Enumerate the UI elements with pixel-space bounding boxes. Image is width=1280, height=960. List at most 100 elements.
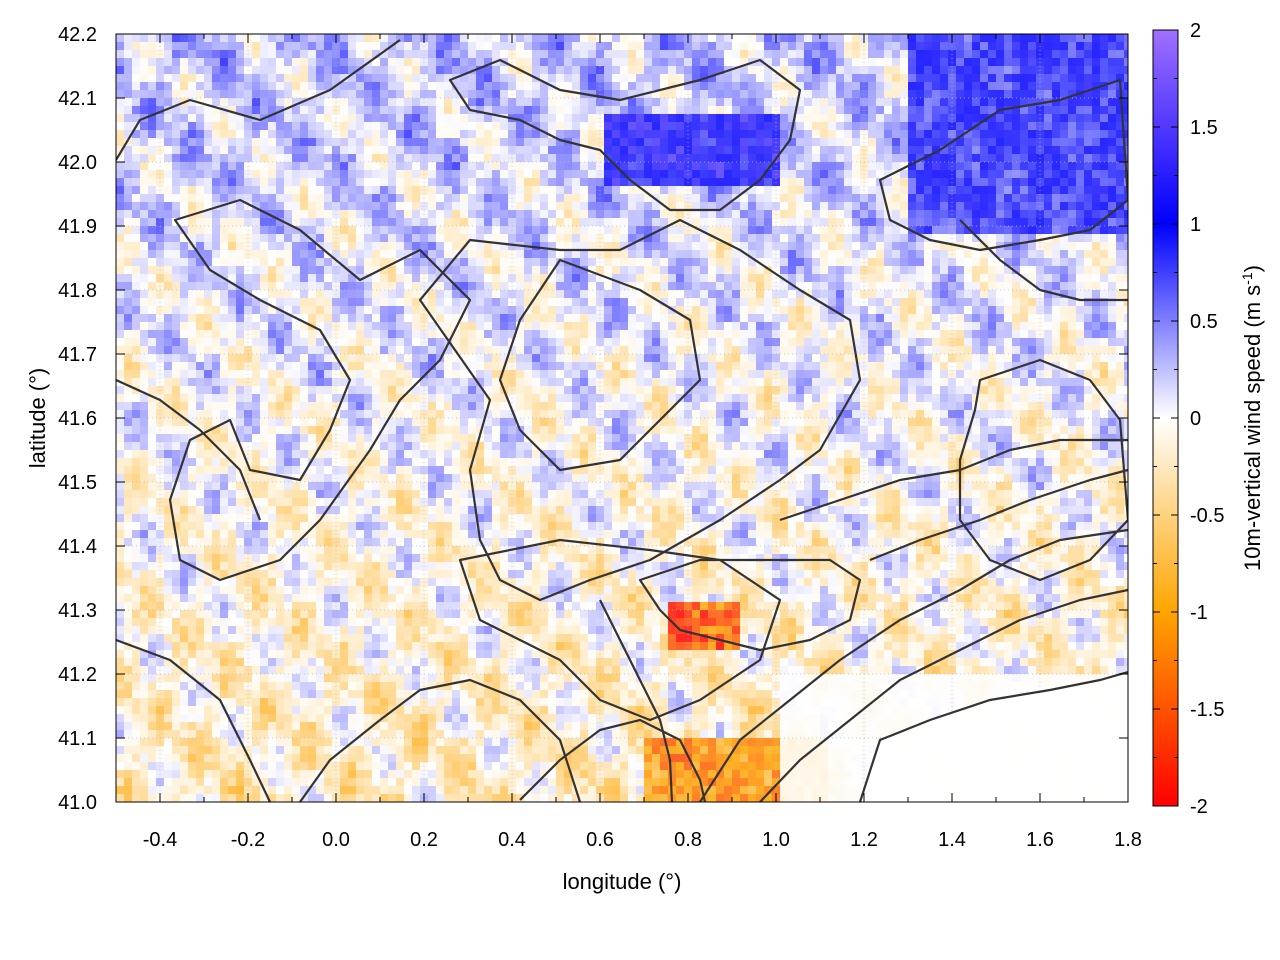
- field-cell: [900, 66, 908, 74]
- field-cell: [196, 258, 204, 266]
- field-cell: [540, 50, 548, 58]
- field-cell: [1020, 338, 1028, 346]
- field-cell: [308, 146, 316, 154]
- field-cell: [1028, 58, 1036, 66]
- field-cell: [916, 114, 924, 122]
- field-cell: [548, 250, 556, 258]
- field-cell: [356, 50, 364, 58]
- field-cell: [172, 162, 180, 170]
- field-cell: [988, 98, 996, 106]
- field-cell: [556, 306, 564, 314]
- field-cell: [876, 314, 884, 322]
- field-cell: [1060, 130, 1068, 138]
- field-cell: [1020, 202, 1028, 210]
- field-cell: [1052, 298, 1060, 306]
- field-cell: [1044, 298, 1052, 306]
- field-cell: [1108, 226, 1116, 234]
- field-cell: [844, 306, 852, 314]
- field-cell: [284, 330, 292, 338]
- field-cell: [172, 306, 180, 314]
- field-cell: [412, 266, 420, 274]
- field-cell: [468, 290, 476, 298]
- field-cell: [708, 130, 716, 138]
- field-cell: [268, 74, 276, 82]
- field-cell: [228, 322, 236, 330]
- field-cell: [1124, 258, 1128, 266]
- field-cell: [804, 186, 812, 194]
- field-cell: [636, 314, 644, 322]
- field-cell: [140, 74, 148, 82]
- field-cell: [1052, 98, 1060, 106]
- field-cell: [1060, 58, 1068, 66]
- field-cell: [460, 226, 468, 234]
- field-cell: [924, 306, 932, 314]
- field-cell: [980, 282, 988, 290]
- field-cell: [148, 338, 156, 346]
- field-cell: [940, 34, 948, 42]
- field-cell: [124, 170, 132, 178]
- field-cell: [196, 202, 204, 210]
- field-cell: [444, 122, 452, 130]
- field-cell: [572, 218, 580, 226]
- field-cell: [788, 138, 796, 146]
- field-cell: [524, 82, 532, 90]
- field-cell: [756, 82, 764, 90]
- field-cell: [812, 138, 820, 146]
- field-cell: [604, 178, 612, 186]
- field-cell: [300, 122, 308, 130]
- field-cell: [620, 242, 628, 250]
- field-cell: [540, 218, 548, 226]
- field-cell: [292, 346, 300, 354]
- field-cell: [460, 186, 468, 194]
- field-cell: [236, 226, 244, 234]
- field-cell: [140, 226, 148, 234]
- field-cell: [812, 266, 820, 274]
- field-cell: [828, 90, 836, 98]
- field-cell: [1108, 290, 1116, 298]
- field-cell: [340, 250, 348, 258]
- field-cell: [268, 266, 276, 274]
- field-cell: [276, 186, 284, 194]
- field-cell: [668, 346, 676, 354]
- field-cell: [1020, 50, 1028, 58]
- field-cell: [852, 194, 860, 202]
- field-cell: [708, 306, 716, 314]
- field-cell: [196, 226, 204, 234]
- field-cell: [636, 330, 644, 338]
- field-cell: [892, 330, 900, 338]
- field-cell: [380, 138, 388, 146]
- field-cell: [516, 90, 524, 98]
- field-cell: [796, 98, 804, 106]
- field-cell: [252, 258, 260, 266]
- field-cell: [964, 82, 972, 90]
- field-cell: [212, 306, 220, 314]
- field-cell: [252, 122, 260, 130]
- field-cell: [708, 42, 716, 50]
- field-cell: [548, 162, 556, 170]
- field-cell: [1044, 122, 1052, 130]
- field-cell: [668, 234, 676, 242]
- field-cell: [1052, 226, 1060, 234]
- field-cell: [588, 346, 596, 354]
- field-cell: [1012, 122, 1020, 130]
- field-cell: [996, 226, 1004, 234]
- field-cell: [940, 194, 948, 202]
- field-cell: [284, 210, 292, 218]
- field-cell: [588, 74, 596, 82]
- field-cell: [500, 338, 508, 346]
- field-cell: [1004, 122, 1012, 130]
- field-cell: [780, 154, 788, 162]
- field-cell: [892, 50, 900, 58]
- field-cell: [436, 314, 444, 322]
- field-cell: [348, 178, 356, 186]
- field-cell: [140, 58, 148, 66]
- field-cell: [1020, 114, 1028, 122]
- field-cell: [660, 178, 668, 186]
- field-cell: [500, 266, 508, 274]
- field-cell: [412, 162, 420, 170]
- field-cell: [524, 314, 532, 322]
- field-cell: [188, 162, 196, 170]
- field-cell: [500, 42, 508, 50]
- field-cell: [460, 82, 468, 90]
- field-cell: [588, 42, 596, 50]
